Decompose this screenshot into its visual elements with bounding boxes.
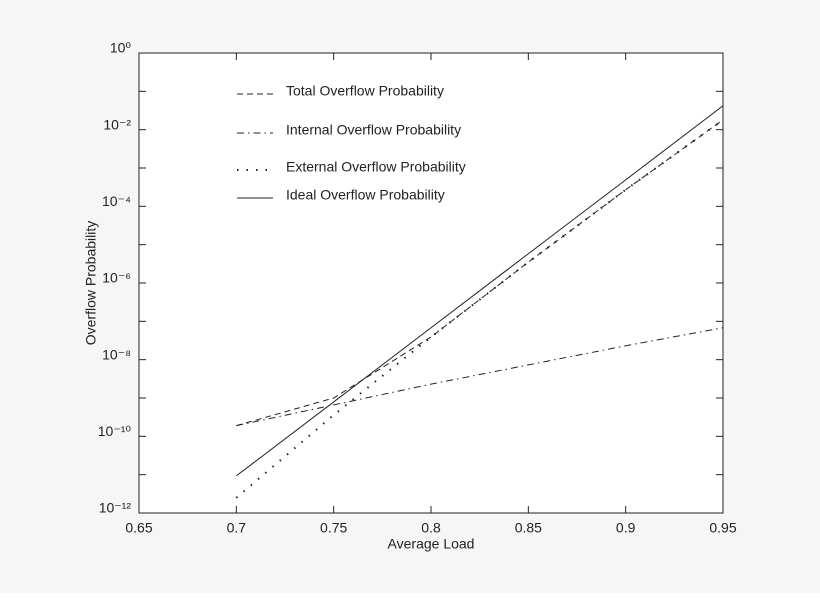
y-axis-label: Overflow Probability [83, 221, 99, 346]
series-line [236, 105, 724, 477]
series-line [236, 327, 724, 427]
series-line [236, 119, 724, 427]
legend-label: Ideal Overflow Probability [286, 187, 445, 203]
y-tick-label: 10⁻² [103, 116, 131, 132]
series-line [235, 119, 724, 499]
legend-label: Total Overflow Probability [286, 83, 444, 99]
x-tick-label: 0.9 [616, 520, 636, 536]
y-tick-label: 10⁻⁴ [102, 193, 131, 209]
x-tick-label: 0.7 [227, 520, 247, 536]
y-tick-label: 10⁻¹⁰ [98, 423, 132, 439]
legend-label: External Overflow Probability [286, 159, 466, 175]
y-tick-label: 10⁰ [110, 40, 132, 56]
y-tick-label: 10⁻⁶ [102, 270, 131, 286]
x-tick-label: 0.8 [421, 520, 441, 536]
plot-frame [138, 52, 724, 514]
x-tick-label: 0.75 [320, 520, 347, 536]
y-tick-label: 10⁻⁸ [102, 346, 131, 362]
x-axis-label: Average Load [388, 536, 475, 552]
y-tick-label: 10⁻¹² [99, 500, 132, 516]
x-tick-label: 0.85 [515, 520, 542, 536]
x-tick-label: 0.65 [125, 520, 152, 536]
legend-label: Internal Overflow Probability [286, 122, 461, 138]
x-tick-label: 0.95 [709, 520, 736, 536]
